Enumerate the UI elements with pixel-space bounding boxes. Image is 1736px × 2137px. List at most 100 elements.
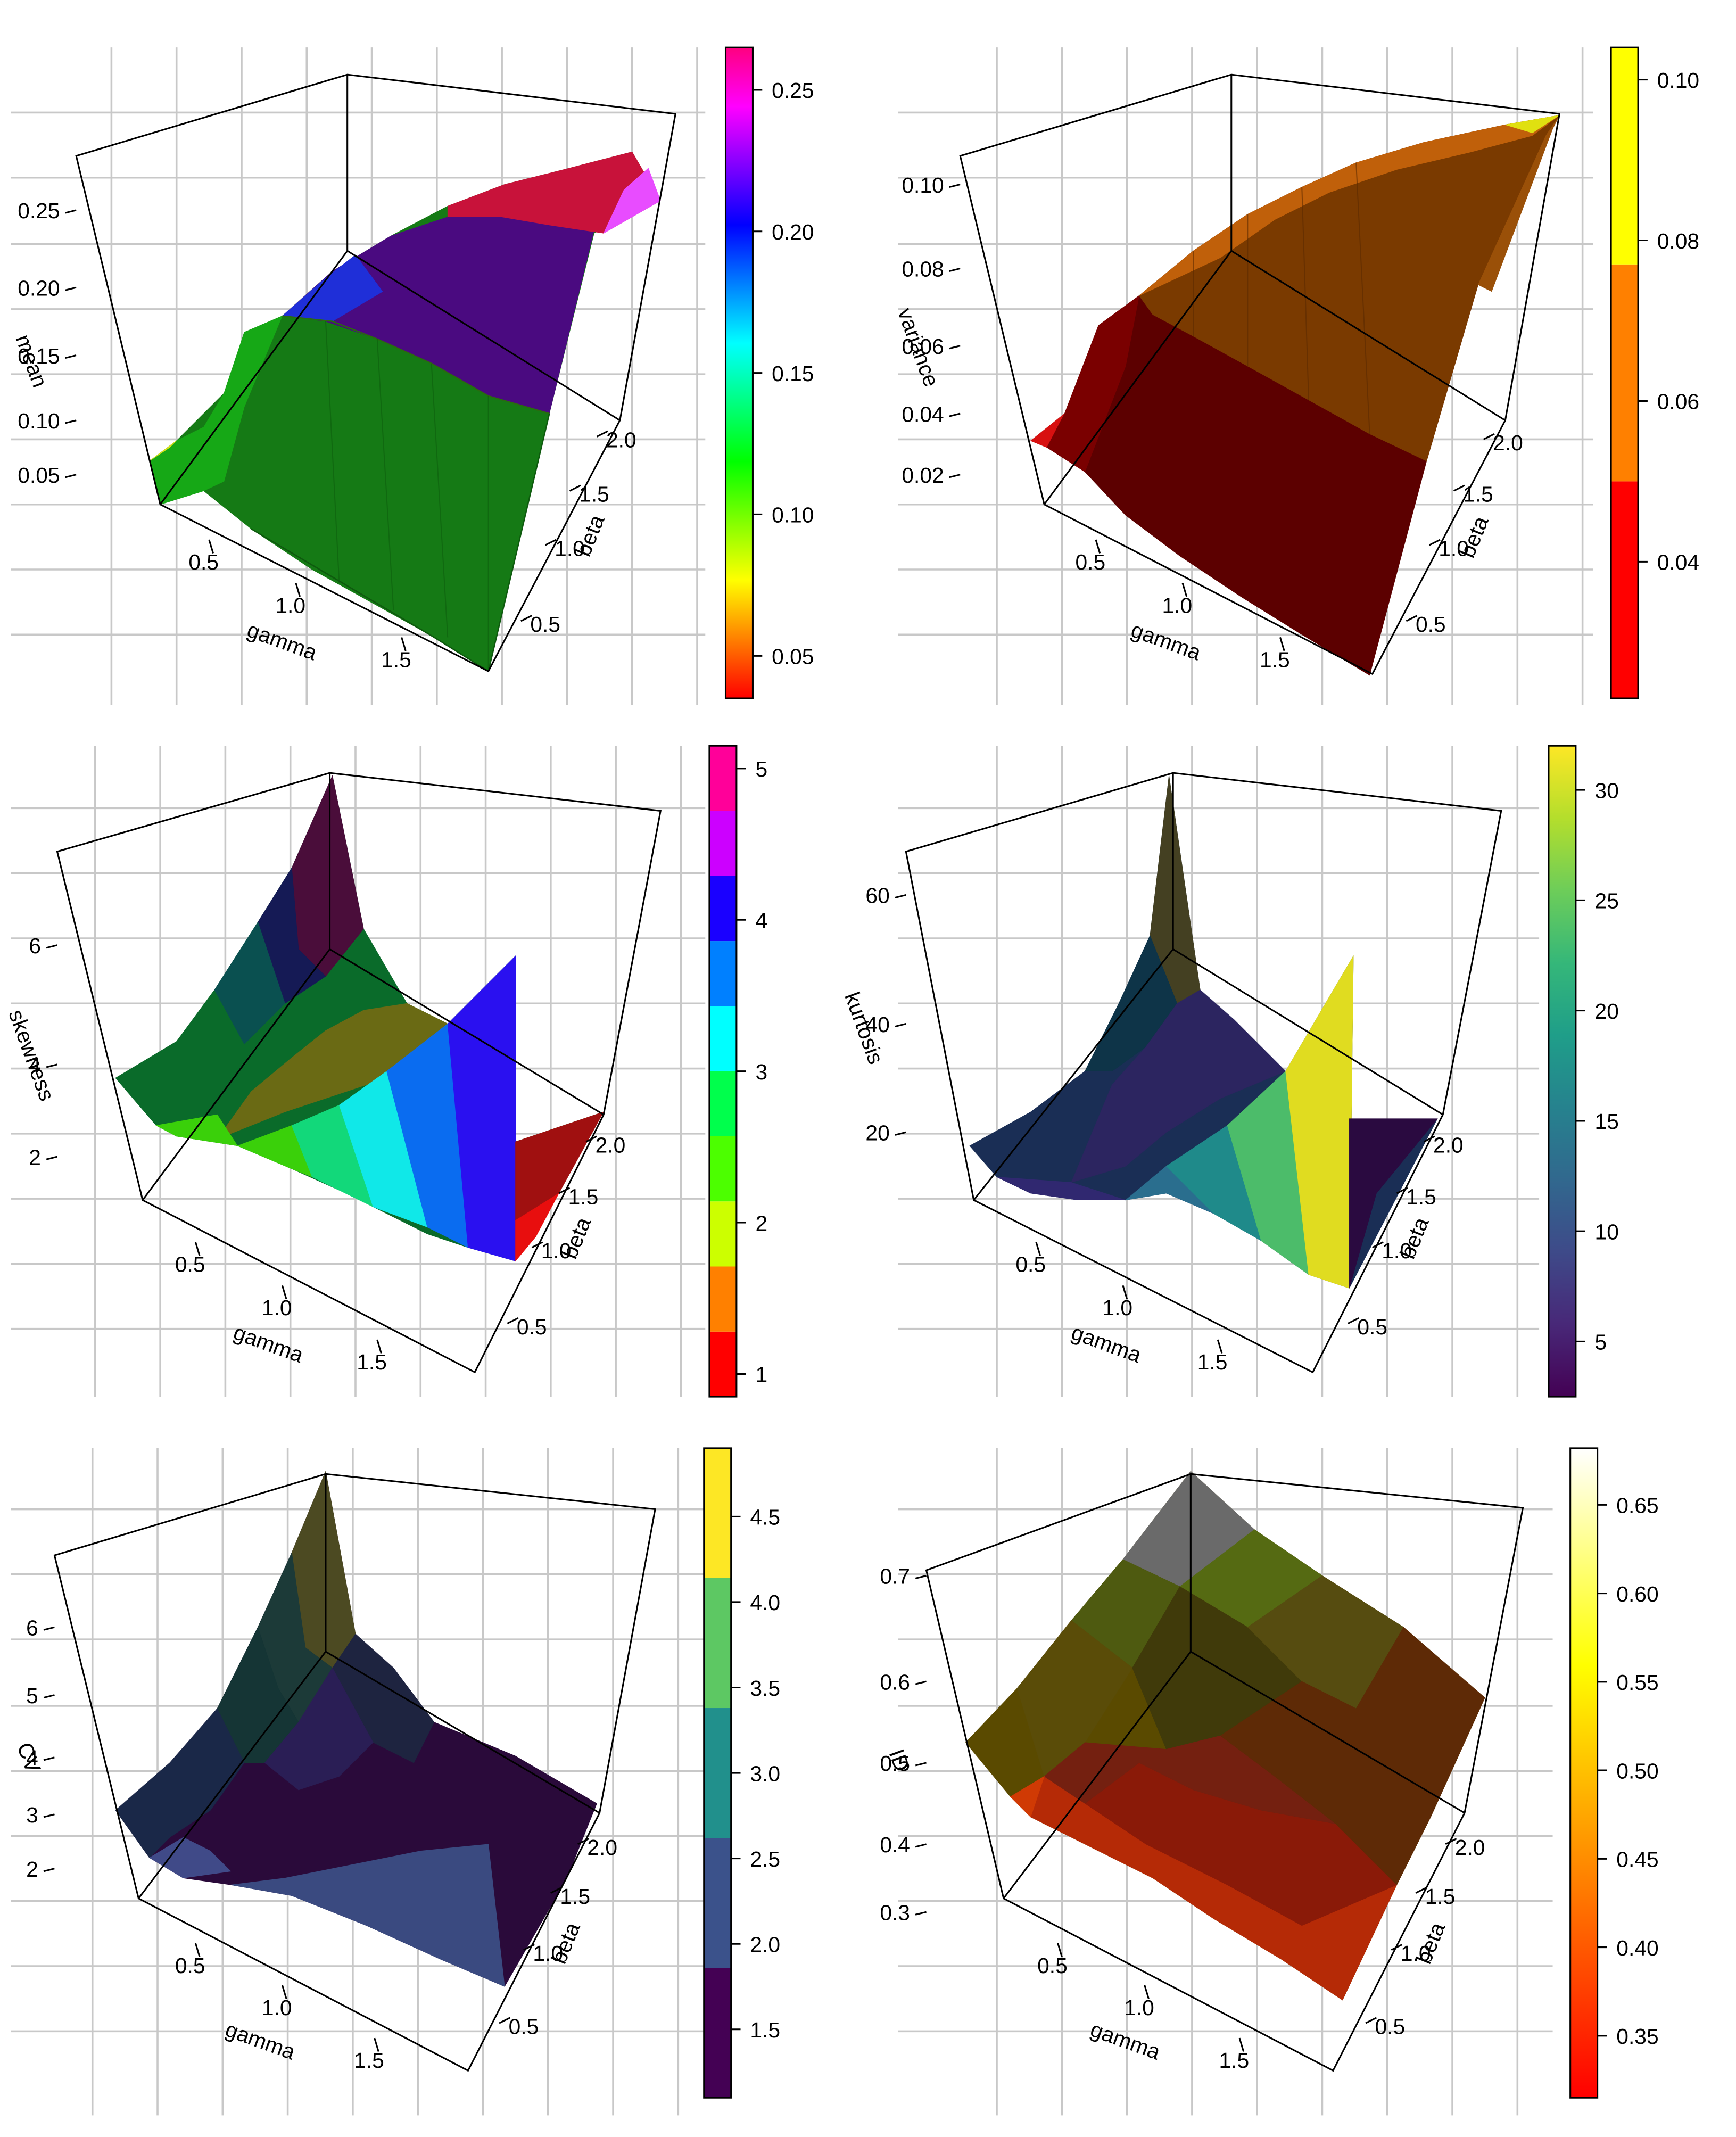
x-tick-label: 1.5 (357, 1350, 387, 1374)
y-tick (1365, 2017, 1377, 2024)
bounding-box (925, 1473, 1524, 2072)
colorbar-tick-label: 15 (1595, 1109, 1619, 1134)
surface (969, 775, 1438, 1289)
x-tick (281, 1985, 287, 1999)
y-tick-label: 1.0 (1439, 537, 1469, 561)
z-tick-label: 0.04 (902, 402, 944, 426)
x-tick (1035, 1242, 1041, 1256)
z-tick-label: 6 (29, 934, 41, 958)
z-tick-label: 0.15 (18, 344, 60, 368)
colorbar-frame (1610, 46, 1639, 699)
z-tick-label: 0.25 (18, 199, 60, 223)
y-tick (1391, 1943, 1403, 1951)
panel-variance: 0.020.040.060.080.10variance0.51.01.5gam… (893, 46, 1699, 705)
x-tick-label: 1.5 (1197, 1350, 1228, 1374)
colorbar-tick-label: 4.0 (750, 1590, 780, 1615)
z-tick (949, 345, 961, 350)
y-axis-label: beta (1454, 513, 1493, 561)
surface (149, 151, 661, 673)
y-tick (1396, 1187, 1408, 1194)
y-tick-label: 0.5 (1375, 2014, 1406, 2039)
x-axis-label: gamma (1087, 2017, 1164, 2065)
x-tick-label: 0.5 (175, 1953, 205, 1978)
y-tick-label: 1.0 (1401, 1941, 1431, 1966)
colorbar-tick-label: 0.10 (1657, 68, 1699, 93)
y-tick-label: 2.0 (606, 428, 636, 452)
colorbar-band (709, 1071, 737, 1136)
x-tick-label: 0.5 (1015, 1252, 1046, 1277)
surface (1030, 115, 1560, 676)
y-tick-label: 2.0 (1493, 431, 1523, 455)
y-tick (1453, 484, 1465, 492)
colorbar-tick-label: 0.60 (1616, 1582, 1658, 1606)
colorbar-tick-label: 30 (1595, 778, 1619, 803)
colorbar-tick-label: 25 (1595, 889, 1619, 913)
y-tick (585, 1135, 598, 1143)
y-tick (1423, 1135, 1435, 1143)
bounding-box (53, 1473, 656, 2072)
colorbar-band (704, 1448, 731, 1578)
y-tick-label: 0.5 (530, 612, 560, 637)
y-tick-label: 1.5 (579, 482, 609, 507)
y-axis-label: beta (1411, 1919, 1450, 1967)
x-tick-label: 1.5 (354, 2048, 384, 2073)
z-tick (949, 183, 961, 188)
y-tick-label: 0.5 (517, 1315, 547, 1339)
z-tick (65, 286, 77, 291)
colorbar-tick-label: 0.08 (1657, 229, 1699, 253)
colorbar-band (709, 811, 737, 876)
z-tick-label: 0.6 (880, 1670, 910, 1694)
z-tick (949, 267, 961, 273)
panel-skewness: 2 4 6 skewness 0.5 1.0 1.5 gamma 0.5 1.0 1.5 2.0 bet… (4, 745, 767, 1398)
z-tick-label: 4 (26, 1746, 38, 1770)
z-tick-label: 60 (865, 884, 889, 908)
y-tick (558, 1187, 571, 1194)
z-tick (949, 474, 961, 478)
z-tick (43, 1868, 55, 1872)
surface (115, 1470, 597, 1987)
z-tick (65, 354, 77, 359)
y-tick-label: 1.0 (1382, 1239, 1412, 1263)
y-tick (1483, 433, 1495, 440)
x-tick (401, 637, 407, 651)
y-tick-label: 1.5 (1425, 1884, 1456, 1909)
x-axis-label: gamma (1068, 1319, 1145, 1367)
colorbar-band (709, 1331, 737, 1397)
colorbar-tick-label: 0.15 (772, 361, 814, 386)
colorbar-band (709, 746, 737, 811)
colorbar: 1 2 3 4 5 (708, 745, 767, 1398)
y-tick (1429, 539, 1441, 546)
colorbar-tick-label: 3.0 (750, 1761, 780, 1786)
colorbar: 0.05 0.10 0.15 0.20 0.25 (724, 46, 814, 699)
colorbar-band (1611, 47, 1639, 265)
z-tick (65, 419, 77, 424)
z-tick (65, 474, 77, 478)
bounding-box (75, 73, 677, 673)
z-tick-label: 40 (865, 1012, 889, 1037)
x-tick (1238, 2037, 1245, 2052)
z-tick (915, 1574, 927, 1579)
colorbar-tick-label: 5 (1595, 1330, 1607, 1355)
colorbar-band (709, 1201, 737, 1267)
x-tick-label: 0.5 (1075, 550, 1105, 574)
colorbar-band (704, 1838, 731, 1968)
x-tick (208, 539, 214, 554)
x-tick-label: 0.5 (188, 550, 219, 574)
y-tick (577, 1838, 589, 1845)
colorbar-frame (1548, 745, 1577, 1398)
x-tick-label: 0.5 (175, 1252, 205, 1277)
colorbar: 5 10 15 20 25 30 (1548, 745, 1619, 1398)
x-tick (194, 1943, 201, 1957)
z-tick-label: 0.06 (902, 334, 944, 359)
x-axis-label: gamma (244, 617, 320, 665)
z-tick (43, 1813, 55, 1818)
x-tick (194, 1242, 201, 1256)
z-tick (46, 1156, 57, 1160)
colorbar-gradient (1548, 746, 1576, 1397)
y-tick (569, 484, 581, 492)
colorbar: 0.35 0.40 0.45 0.50 0.55 0.60 0.65 (1569, 1447, 1659, 2099)
colorbar-tick-label: 0.45 (1616, 1847, 1658, 1872)
colorbar-tick-label: 3.5 (750, 1676, 780, 1701)
colorbar-tick-label: 2.0 (750, 1932, 780, 1957)
